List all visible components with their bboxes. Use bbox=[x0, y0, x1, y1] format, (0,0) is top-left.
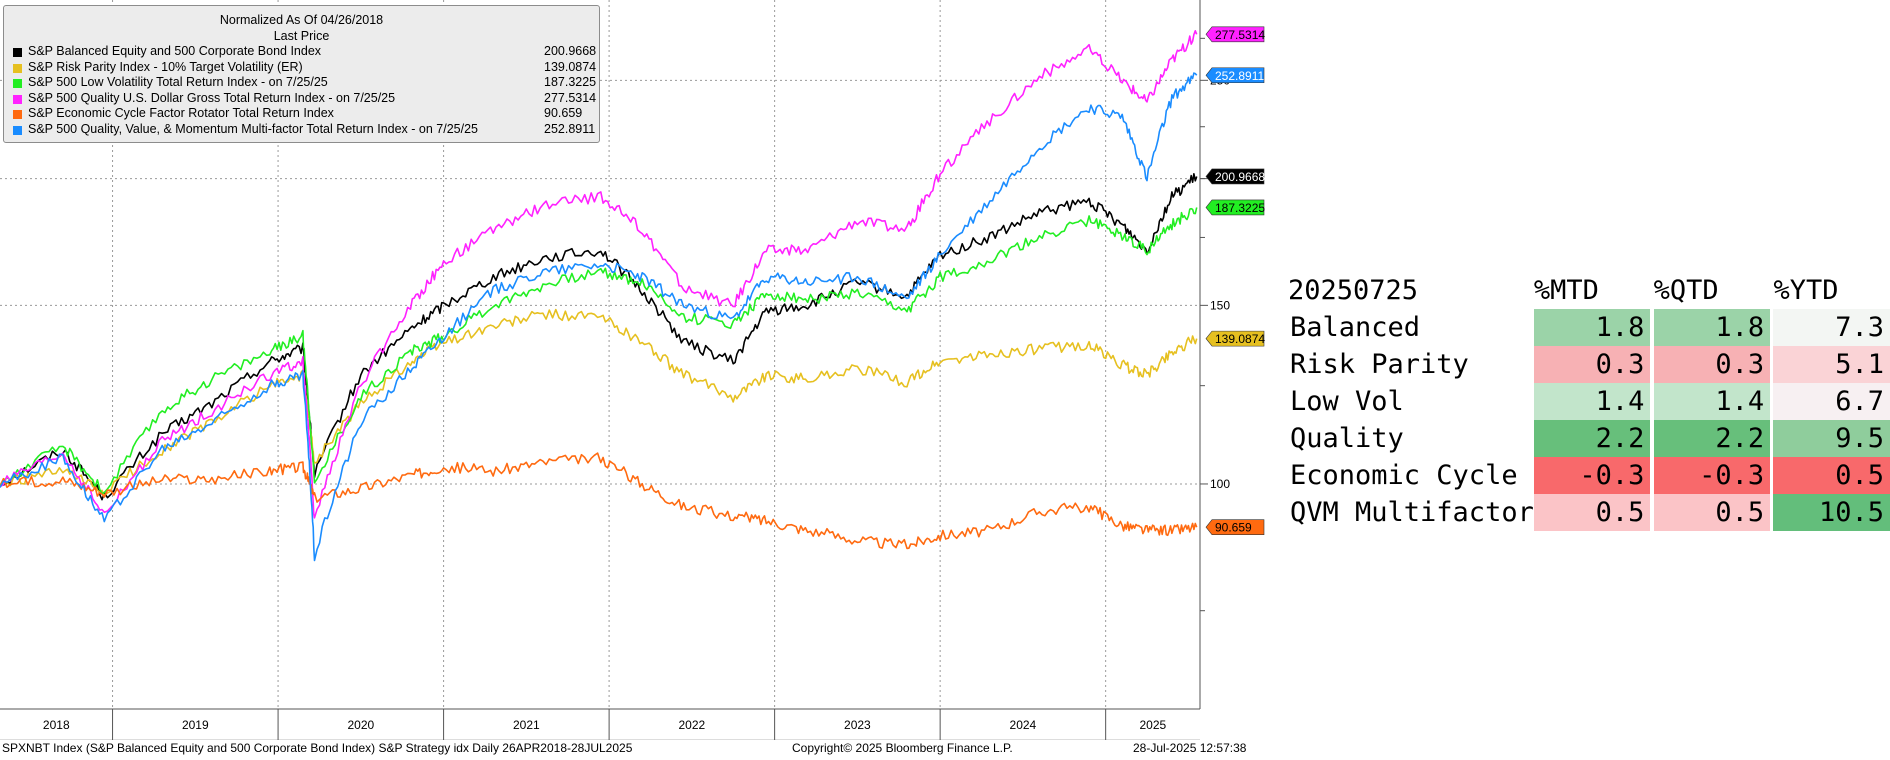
footer-copyright: Copyright© 2025 Bloomberg Finance L.P. bbox=[792, 741, 1013, 755]
legend-entry: S&P Balanced Equity and 500 Corporate Bo… bbox=[4, 44, 599, 60]
legend-entry: S&P 500 Quality U.S. Dollar Gross Total … bbox=[4, 91, 599, 107]
table-date: 20250725 bbox=[1288, 275, 1419, 306]
x-tick-label: 2025 bbox=[1139, 718, 1166, 732]
table-row: Balanced 1.8 1.8 7.3 bbox=[1288, 309, 1890, 346]
footer-source: SPXNBT Index (S&P Balanced Equity and 50… bbox=[2, 741, 633, 755]
cell-qtd: 1.8 bbox=[1653, 309, 1771, 346]
x-tick-label: 2024 bbox=[1010, 718, 1037, 732]
legend-entry-name: S&P 500 Low Volatility Total Return Inde… bbox=[28, 75, 328, 89]
legend-swatch bbox=[13, 63, 22, 73]
last-price-tag bbox=[1205, 519, 1265, 535]
row-label: Low Vol bbox=[1290, 386, 1404, 417]
table-row: Quality 2.2 2.2 9.5 bbox=[1288, 420, 1890, 457]
legend-entry-name: S&P 500 Quality, Value, & Momentum Multi… bbox=[28, 121, 478, 136]
x-tick-label: 2023 bbox=[844, 718, 871, 732]
x-tick-label: 2022 bbox=[679, 718, 706, 732]
table-header-row: 20250725 %MTD %QTD %YTD bbox=[1288, 272, 1890, 309]
legend-subheader: Last Price bbox=[273, 29, 330, 43]
table-row: QVM Multifactor 0.5 0.5 10.5 bbox=[1288, 494, 1890, 531]
cell-mtd: 0.5 bbox=[1533, 494, 1651, 531]
legend-entry: S&P 500 Low Volatility Total Return Inde… bbox=[4, 75, 599, 91]
x-tick-label: 2020 bbox=[347, 718, 374, 732]
series-line bbox=[0, 207, 1198, 495]
legend-entry: S&P 500 Quality, Value, & Momentum Multi… bbox=[4, 122, 599, 138]
legend-swatch bbox=[13, 94, 22, 104]
x-tick-label: 2019 bbox=[182, 718, 209, 732]
last-price-tag bbox=[1205, 199, 1265, 216]
series-line bbox=[0, 452, 1198, 550]
last-price-tag bbox=[1205, 330, 1265, 347]
last-price-label: 90.659 bbox=[1215, 521, 1252, 535]
last-price-tag bbox=[1205, 168, 1265, 185]
last-price-labels: 200.9668 139.0874 187.3225 277.5314 90.659 25… bbox=[1205, 26, 1265, 535]
row-label: QVM Multifactor bbox=[1290, 497, 1534, 528]
last-price-label: 277.5314 bbox=[1215, 28, 1265, 42]
legend-entry-name: S&P Balanced Equity and 500 Corporate Bo… bbox=[28, 44, 322, 58]
legend-entry-value: 90.659 bbox=[544, 106, 583, 120]
cell-qtd: 1.4 bbox=[1653, 383, 1771, 420]
series-line bbox=[0, 29, 1198, 519]
x-tick-label: 2021 bbox=[513, 718, 540, 732]
column-header-ytd: %YTD bbox=[1773, 275, 1839, 306]
cell-qtd: -0.3 bbox=[1653, 457, 1771, 494]
cell-qtd: 0.5 bbox=[1653, 494, 1771, 531]
legend-entry-value: 187.3225 bbox=[544, 75, 597, 89]
legend-entry-value: 252.8911 bbox=[544, 121, 596, 136]
last-price-label: 139.0874 bbox=[1215, 332, 1265, 346]
row-label: Quality bbox=[1290, 423, 1404, 454]
legend-entry-value: 277.5314 bbox=[544, 90, 597, 105]
column-header-qtd: %QTD bbox=[1653, 275, 1719, 306]
column-header-mtd: %MTD bbox=[1533, 275, 1599, 306]
cell-ytd: 6.7 bbox=[1773, 383, 1890, 420]
legend-entry: S&P Economic Cycle Factor Rotator Total … bbox=[4, 106, 599, 122]
last-price-label: 187.3225 bbox=[1215, 201, 1265, 215]
table-row: Economic Cycle -0.3 -0.3 0.5 bbox=[1288, 457, 1890, 494]
legend-entry-value: 200.9668 bbox=[544, 44, 597, 58]
legend-swatch bbox=[13, 48, 22, 57]
last-price-tag bbox=[1205, 67, 1265, 84]
series-lines bbox=[0, 29, 1198, 562]
legend-swatch bbox=[13, 110, 22, 119]
performance-table: 20250725 %MTD %QTD %YTD Balanced 1.8 1.8… bbox=[1288, 272, 1890, 531]
cell-mtd: 1.4 bbox=[1533, 383, 1651, 420]
y-tick-label: 100 bbox=[1210, 477, 1230, 491]
chart-legend: Normalized As Of 04/26/2018 Last Price S… bbox=[3, 5, 600, 143]
last-price-label: 200.9668 bbox=[1215, 170, 1265, 184]
cell-ytd: 9.5 bbox=[1773, 420, 1890, 457]
row-label: Balanced bbox=[1290, 312, 1421, 343]
footer-timestamp: 28-Jul-2025 12:57:38 bbox=[1133, 741, 1247, 755]
cell-ytd: 7.3 bbox=[1773, 309, 1890, 346]
legend-swatch bbox=[13, 125, 22, 135]
legend-entry-name: S&P Risk Parity Index - 10% Target Volat… bbox=[28, 59, 303, 74]
legend-entry: S&P Risk Parity Index - 10% Target Volat… bbox=[4, 60, 599, 76]
legend-entry-value: 139.0874 bbox=[544, 59, 597, 74]
row-label: Risk Parity bbox=[1290, 349, 1469, 380]
legend-header: Normalized As Of 04/26/2018 bbox=[219, 13, 384, 27]
cell-ytd: 5.1 bbox=[1773, 346, 1890, 383]
y-tick-label: 150 bbox=[1210, 298, 1230, 312]
cell-qtd: 0.3 bbox=[1653, 346, 1771, 383]
axes: 1001502002502018201920202021202220232024… bbox=[0, 0, 1230, 740]
cell-ytd: 10.5 bbox=[1773, 494, 1890, 531]
legend-entry-name: S&P Economic Cycle Factor Rotator Total … bbox=[28, 106, 334, 120]
cell-mtd: 1.8 bbox=[1533, 309, 1651, 346]
cell-mtd: 2.2 bbox=[1533, 420, 1651, 457]
cell-ytd: 0.5 bbox=[1773, 457, 1890, 494]
series-line bbox=[0, 72, 1198, 562]
cell-mtd: -0.3 bbox=[1533, 457, 1651, 494]
legend-entry-name: S&P 500 Quality U.S. Dollar Gross Total … bbox=[28, 90, 396, 105]
x-tick-label: 2018 bbox=[43, 718, 70, 732]
table-row: Risk Parity 0.3 0.3 5.1 bbox=[1288, 346, 1890, 383]
legend-swatch bbox=[13, 79, 22, 88]
last-price-label: 252.8911 bbox=[1215, 69, 1264, 83]
cell-qtd: 2.2 bbox=[1653, 420, 1771, 457]
row-label: Economic Cycle bbox=[1290, 460, 1518, 491]
line-chart: 1001502002502018201920202021202220232024… bbox=[0, 0, 1265, 740]
cell-mtd: 0.3 bbox=[1533, 346, 1651, 383]
last-price-tag bbox=[1205, 26, 1265, 43]
series-line bbox=[0, 173, 1198, 501]
table-row: Low Vol 1.4 1.4 6.7 bbox=[1288, 383, 1890, 420]
